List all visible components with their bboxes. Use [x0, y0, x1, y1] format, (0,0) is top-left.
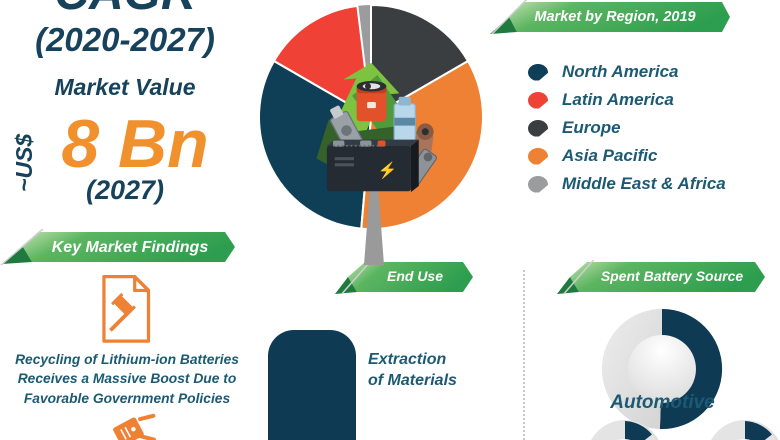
- svg-text:Spent Battery Source: Spent Battery Source: [601, 268, 744, 284]
- svg-text:Market by Region, 2019: Market by Region, 2019: [534, 9, 695, 25]
- svg-text:End Use: End Use: [387, 268, 443, 284]
- svg-text:⚡: ⚡: [378, 161, 398, 180]
- svg-text:Key Market Findings: Key Market Findings: [52, 239, 209, 256]
